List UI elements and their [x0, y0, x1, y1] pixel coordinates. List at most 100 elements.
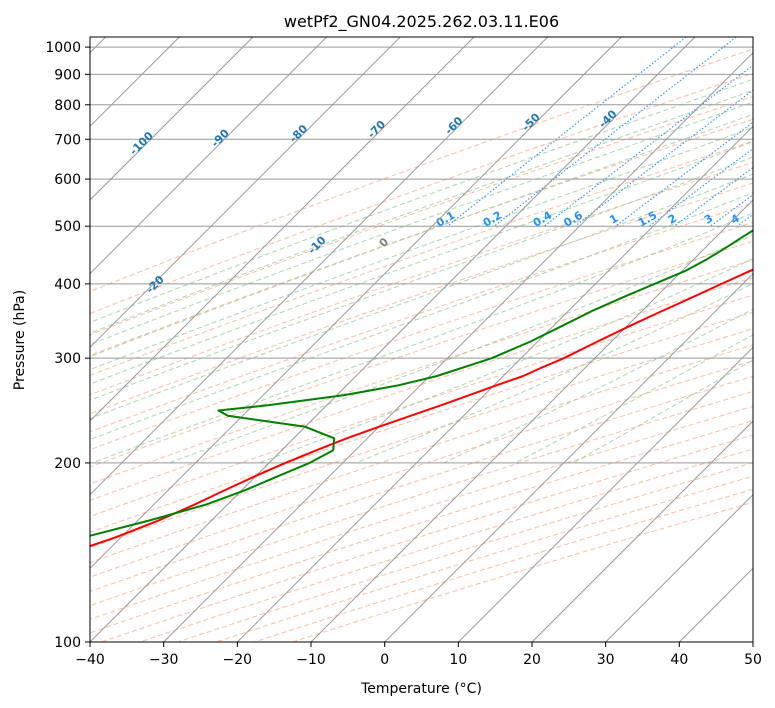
dry-adiabat	[90, 161, 753, 396]
dry-adiabats	[90, 48, 753, 642]
dry-adiabat	[90, 202, 753, 433]
isotherm	[457, 346, 753, 642]
dry-adiabat	[90, 96, 753, 336]
x-tick-label: 30	[597, 652, 615, 668]
adiabat-label: -10	[305, 233, 328, 256]
moist-adiabat	[92, 212, 753, 464]
moist-adiabat	[90, 101, 753, 345]
adiabat-label: -60	[442, 114, 465, 137]
dry-adiabat	[90, 72, 753, 315]
dry-adiabat	[90, 344, 753, 564]
x-tick-label: −20	[223, 652, 253, 668]
y-tick-label: 1000	[45, 40, 81, 56]
isotherm	[90, 37, 475, 422]
isotherm	[752, 641, 753, 642]
dry-adiabat	[90, 390, 753, 607]
isotherm	[90, 37, 254, 201]
dry-adiabat	[90, 182, 753, 415]
profiles	[90, 229, 753, 548]
y-tick-label: 100	[54, 635, 81, 651]
isotherm	[384, 272, 753, 642]
isotherm	[90, 37, 549, 496]
moist-adiabat	[90, 141, 753, 385]
isotherm	[163, 51, 753, 642]
moist-adiabat	[90, 78, 753, 324]
adiabat-label: -80	[287, 122, 310, 145]
chart-title: wetPf2_GN04.2025.262.03.11.E06	[284, 12, 559, 32]
isotherm	[90, 37, 328, 275]
dry-adiabat	[90, 405, 753, 620]
dry-adiabat	[90, 118, 753, 356]
dry-adiabat	[101, 434, 753, 642]
plot-area: 0.10.20.40.611.52346810131620253036 -100…	[36, 37, 775, 642]
y-tick-label: 400	[54, 277, 81, 293]
moist-adiabat	[90, 113, 753, 358]
y-tick-label: 700	[54, 132, 81, 148]
mixing-ratio-line	[648, 147, 753, 227]
moist-adiabat	[355, 282, 753, 464]
adiabat-label: -30	[36, 293, 59, 316]
dry-adiabat	[90, 48, 753, 293]
x-tick-label: 10	[449, 652, 467, 668]
isotherm	[531, 420, 753, 642]
mixing-ratio-line	[615, 121, 753, 227]
y-tick-label: 500	[54, 219, 81, 235]
moist-adiabat	[90, 126, 753, 371]
mixing-ratio-line	[673, 166, 753, 227]
moist-adiabat	[90, 89, 753, 334]
moist-adiabats	[90, 78, 753, 464]
x-tick-label: 0	[380, 652, 389, 668]
adiabat-label: -50	[520, 110, 543, 133]
plot-frame	[89, 36, 754, 643]
y-tick-label: 300	[54, 351, 81, 367]
grid	[90, 37, 753, 642]
isotherm	[90, 37, 696, 642]
mixing-ratio-label: 3	[702, 212, 715, 227]
adiabat-label: -90	[209, 126, 232, 149]
adiabat-label: -20	[144, 273, 167, 296]
moist-adiabat	[90, 156, 753, 401]
x-tick-label: −10	[296, 652, 326, 668]
adiabat-label: -100	[127, 129, 156, 158]
x-tick-label: 40	[670, 652, 688, 668]
moist-adiabat	[90, 173, 753, 420]
x-tick-label: −30	[149, 652, 179, 668]
adiabat-label: -40	[596, 107, 619, 130]
y-axis: 1000 900 800 700 600 500 400 300 200 100	[45, 40, 90, 651]
x-axis: −40 −30 −20 −10 0 10 20 30 40 50	[75, 642, 762, 668]
dewpoint-line	[90, 229, 753, 537]
x-axis-label: Temperature (°C)	[360, 681, 482, 697]
moist-adiabat	[259, 258, 753, 464]
isotherm	[236, 125, 753, 642]
mixing-ratio-line	[574, 89, 753, 227]
temperature-line	[90, 268, 753, 548]
y-tick-label: 600	[54, 172, 81, 188]
mixing-ratio-label: 1	[607, 212, 620, 227]
dry-adiabat	[90, 240, 753, 468]
adiabat-label: 10	[758, 166, 775, 186]
moist-adiabat	[90, 192, 753, 441]
isotherm	[90, 37, 401, 349]
x-tick-label: −40	[75, 652, 105, 668]
dry-adiabat	[177, 462, 753, 642]
x-tick-label: 20	[523, 652, 541, 668]
isotherm	[310, 199, 753, 642]
mixing-ratio-label: 6	[767, 211, 775, 226]
isotherm	[605, 493, 753, 642]
adiabat-label: -70	[365, 118, 388, 141]
dry-adiabat	[90, 259, 753, 485]
y-tick-label: 800	[54, 98, 81, 114]
dry-adiabat	[90, 328, 753, 549]
y-tick-label: 200	[54, 456, 81, 472]
dry-adiabat	[90, 277, 753, 501]
dry-adiabat	[90, 375, 753, 593]
dry-adiabat	[90, 221, 753, 451]
x-tick-label: 50	[744, 652, 762, 668]
isotherm	[90, 37, 622, 570]
y-axis-label: Pressure (hPa)	[12, 290, 28, 390]
dry-adiabat	[90, 140, 753, 376]
moist-adiabat	[573, 359, 753, 464]
dry-adiabat	[90, 294, 753, 518]
dry-adiabat	[90, 360, 753, 578]
